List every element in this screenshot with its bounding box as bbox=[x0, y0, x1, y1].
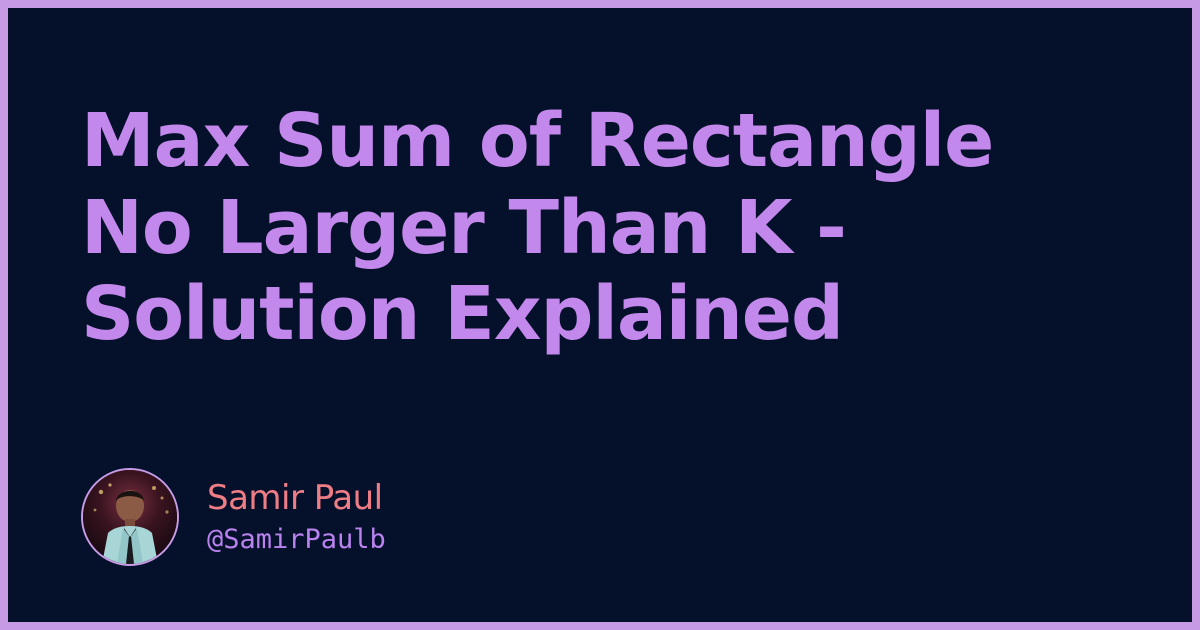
title-line-3: Solution Explained bbox=[81, 271, 844, 358]
author-text: Samir Paul @SamirPaulb bbox=[207, 477, 386, 556]
avatar bbox=[81, 468, 179, 566]
page-title: Max Sum of Rectangle No Larger Than K - … bbox=[81, 98, 1121, 358]
author-name: Samir Paul bbox=[207, 477, 383, 518]
title-line-2: No Larger Than K - bbox=[81, 184, 847, 271]
avatar-photo-icon bbox=[83, 470, 177, 564]
author-block: Samir Paul @SamirPaulb bbox=[81, 467, 386, 567]
author-handle: @SamirPaulb bbox=[207, 524, 386, 556]
title-line-1: Max Sum of Rectangle bbox=[81, 98, 994, 184]
